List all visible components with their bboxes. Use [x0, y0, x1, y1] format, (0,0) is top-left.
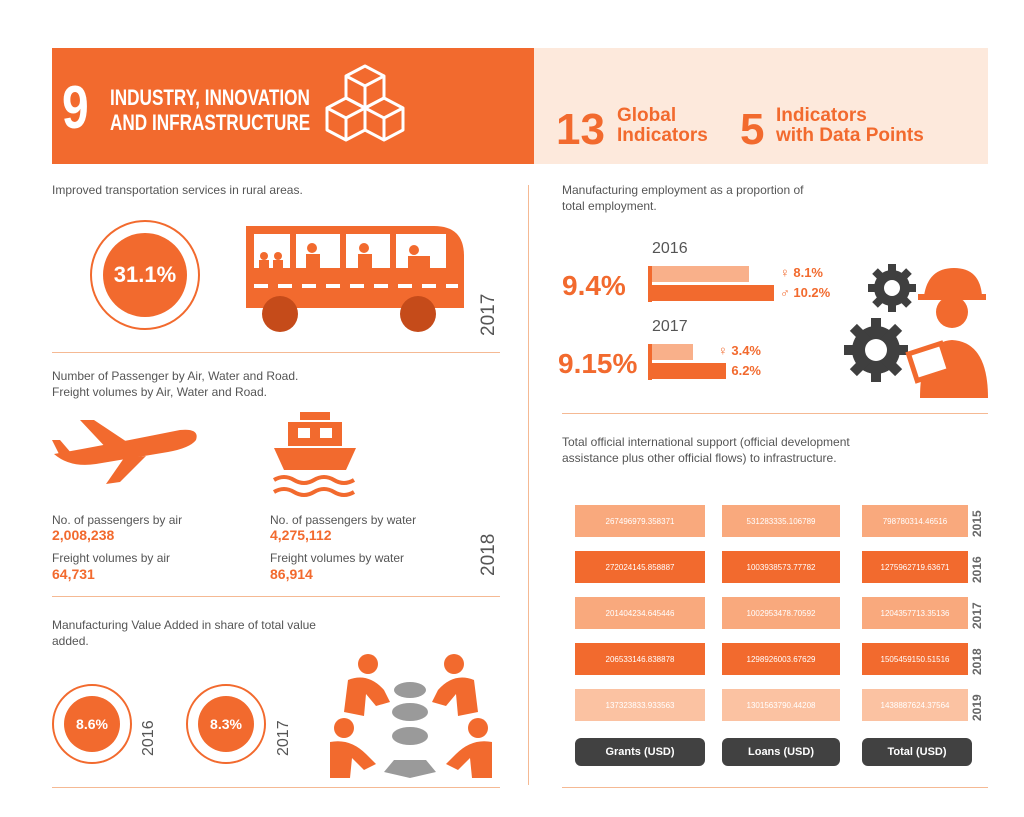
table-cell-total: 1275962719.63671	[862, 551, 968, 583]
table-cell-total: 798780314.46516	[862, 505, 968, 537]
table-cell-grants: 272024145.858887	[575, 551, 705, 583]
mva-2017-value: 8.3%	[198, 696, 254, 752]
mva-2017-year: 2017	[275, 720, 292, 756]
table-cell-loans: 531283335.106789	[722, 505, 840, 537]
airplane-icon	[52, 420, 197, 484]
table-row-year: 2017	[970, 602, 984, 629]
mva-caption: Manufacturing Value Added in share of to…	[52, 618, 316, 649]
employment-2016-female-bar	[652, 266, 750, 282]
rural-year: 2017	[478, 293, 499, 336]
section-divider	[52, 787, 500, 788]
employment-2017-total: 9.15%	[558, 348, 638, 379]
section-divider	[52, 596, 500, 597]
water-passengers-value: 4,275,112	[270, 527, 332, 543]
employment-2017-male: ♂ 6.2%	[718, 363, 761, 378]
table-row-year: 2015	[970, 510, 984, 537]
passengers-year: 2018	[478, 533, 499, 576]
employment-2016-male-bar	[652, 285, 775, 301]
table-cell-grants: 201404234.645446	[575, 597, 705, 629]
rural-value: 31.1%	[103, 233, 187, 317]
employment-2017-male-bar	[652, 363, 727, 379]
air-freight-value: 64,731	[52, 566, 95, 582]
meeting-icon	[330, 654, 492, 778]
bus-icon	[246, 226, 464, 332]
table-cell-total: 1505459150.51516	[862, 643, 968, 675]
water-freight-label: Freight volumes by water	[270, 551, 405, 565]
table-header-grants: Grants (USD)	[575, 738, 705, 766]
employment-2017-female-bar	[652, 344, 693, 360]
water-passengers-label: No. of passengers by water	[270, 513, 417, 527]
table-cell-grants: 267496979.358371	[575, 505, 705, 537]
rural-caption: Improved transportation services in rura…	[52, 183, 303, 197]
mva-2016-value: 8.6%	[64, 696, 120, 752]
mva-2016-year: 2016	[140, 720, 157, 756]
water-freight-value: 86,914	[270, 566, 313, 582]
section-divider	[562, 413, 988, 414]
passengers-caption: Number of Passenger by Air, Water and Ro…	[52, 369, 299, 400]
table-row-year: 2018	[970, 648, 984, 675]
support-caption: Total official international support (of…	[562, 435, 850, 466]
table-cell-grants: 137323833.933563	[575, 689, 705, 721]
table-cell-loans: 1301563790.44208	[722, 689, 840, 721]
ferry-icon	[272, 412, 356, 497]
gears-worker-icon	[844, 264, 988, 398]
air-passengers-label: No. of passengers by air	[52, 513, 183, 527]
employment-caption: Manufacturing employment as a proportion…	[562, 183, 804, 214]
table-cell-total: 1204357713.35136	[862, 597, 968, 629]
table-cell-loans: 1298926003.67629	[722, 643, 840, 675]
employment-2016-female: ♀ 8.1%	[780, 265, 823, 280]
column-divider	[528, 185, 529, 785]
table-cell-grants: 206533146.838878	[575, 643, 705, 675]
global-indicators-label: Global Indicators	[617, 105, 708, 146]
header-goal-banner	[52, 48, 534, 164]
header-stats-banner	[534, 48, 988, 164]
employment-2017-year: 2017	[652, 318, 688, 335]
section-divider	[52, 352, 500, 353]
table-header-loans: Loans (USD)	[722, 738, 840, 766]
employment-2017-axis	[648, 344, 652, 380]
goal-number: 9	[62, 74, 89, 141]
air-freight-label: Freight volumes by air	[52, 551, 171, 565]
data-indicators-count: 5	[740, 105, 765, 154]
employment-2016-total: 9.4%	[562, 270, 626, 301]
data-indicators-label: Indicators with Data Points	[776, 105, 924, 146]
cubes-icon	[325, 64, 405, 142]
employment-2016-axis	[648, 266, 652, 302]
employment-2017-female: ♀ 3.4%	[718, 343, 761, 358]
goal-title: INDUSTRY, INNOVATION AND INFRASTRUCTURE	[110, 85, 311, 135]
table-header-total: Total (USD)	[862, 738, 972, 766]
table-cell-total: 1438887624.37564	[862, 689, 968, 721]
table-row-year: 2019	[970, 694, 984, 721]
table-row-year: 2016	[970, 556, 984, 583]
table-cell-loans: 1003938573.77782	[722, 551, 840, 583]
employment-2016-year: 2016	[652, 240, 688, 257]
table-cell-loans: 1002953478.70592	[722, 597, 840, 629]
global-indicators-count: 13	[556, 105, 605, 154]
air-passengers-value: 2,008,238	[52, 527, 115, 543]
employment-2016-male: ♂ 10.2%	[780, 285, 831, 300]
section-divider	[562, 787, 988, 788]
